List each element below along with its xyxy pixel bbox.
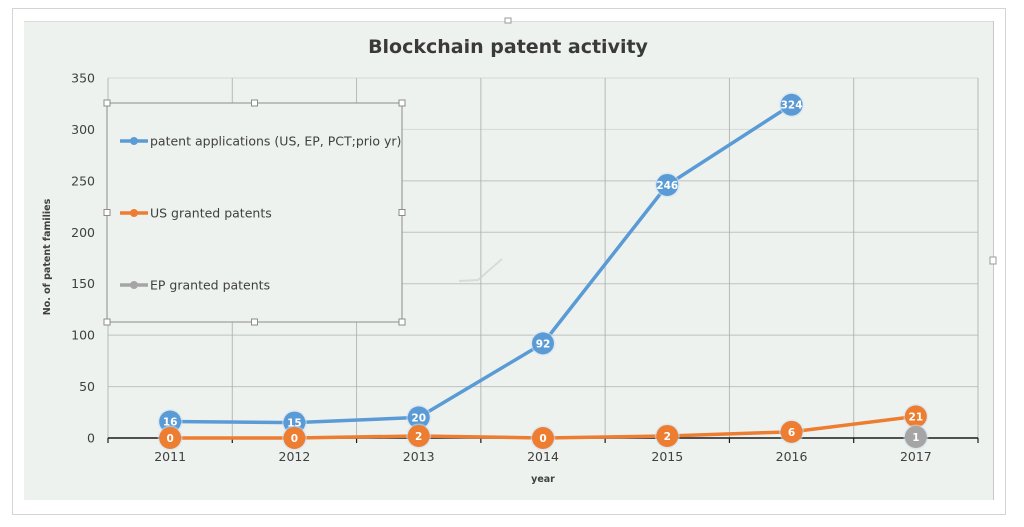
data-point[interactable]: 1 bbox=[903, 424, 929, 450]
legend-swatch-marker bbox=[130, 209, 138, 217]
x-tick-label: 2011 bbox=[154, 449, 186, 464]
resize-handle[interactable] bbox=[103, 99, 111, 107]
legend-swatch-marker bbox=[130, 281, 138, 289]
x-tick-labels: 2011 2012 2013 2014 2015 2016 2017 bbox=[154, 449, 932, 464]
data-label: 6 bbox=[788, 427, 795, 439]
y-tick-labels: 0 50 100 150 200 250 300 350 bbox=[71, 71, 95, 446]
marker bbox=[656, 173, 679, 196]
data-label: 21 bbox=[909, 411, 924, 423]
y-tick-label: 250 bbox=[71, 173, 95, 188]
x-tick-label: 2013 bbox=[403, 449, 435, 464]
legend-item-1[interactable]: US granted patents bbox=[120, 206, 272, 221]
marker bbox=[780, 93, 803, 116]
resize-handle[interactable] bbox=[398, 209, 406, 216]
chart-resize-handle[interactable] bbox=[989, 256, 997, 265]
marker bbox=[904, 405, 927, 428]
data-point[interactable]: 2 bbox=[406, 423, 432, 449]
y-tick-label: 300 bbox=[71, 122, 95, 137]
chart-resize-handle[interactable] bbox=[504, 17, 512, 24]
selection-handles bbox=[103, 17, 997, 326]
marker bbox=[407, 424, 430, 447]
legend-box[interactable] bbox=[106, 102, 403, 323]
data-point[interactable]: 2 bbox=[654, 423, 680, 449]
marker bbox=[656, 424, 679, 447]
legend-item-0[interactable]: patent applications (US, EP, PCT;prio yr… bbox=[120, 134, 401, 149]
legend-label: US granted patents bbox=[150, 206, 272, 221]
legend-label: patent applications (US, EP, PCT;prio yr… bbox=[150, 134, 401, 149]
data-label: 1 bbox=[912, 432, 919, 444]
data-label: 0 bbox=[166, 433, 173, 445]
data-label: 324 bbox=[781, 100, 803, 112]
marker bbox=[407, 406, 430, 429]
marker bbox=[159, 427, 182, 449]
data-label: 0 bbox=[539, 433, 546, 445]
y-tick-label: 200 bbox=[71, 225, 95, 240]
data-label: 246 bbox=[656, 180, 678, 192]
legend-swatch-marker bbox=[130, 137, 138, 145]
marker bbox=[780, 420, 803, 443]
resize-handle[interactable] bbox=[103, 209, 111, 216]
x-tick-label: 2016 bbox=[776, 449, 808, 464]
x-tick-label: 2014 bbox=[527, 449, 559, 464]
y-axis-title: No. of patent families bbox=[42, 198, 53, 315]
data-point[interactable]: 246 bbox=[654, 172, 680, 198]
data-label: 92 bbox=[536, 338, 551, 350]
data-label: 2 bbox=[664, 431, 671, 443]
resize-handle[interactable] bbox=[251, 318, 258, 326]
x-axis-title: year bbox=[531, 474, 555, 485]
marker bbox=[532, 332, 554, 355]
resize-handle[interactable] bbox=[398, 318, 406, 326]
resize-handle[interactable] bbox=[103, 318, 111, 326]
data-point[interactable]: 0 bbox=[530, 425, 556, 451]
y-tick-label: 350 bbox=[71, 71, 95, 86]
legend-item-2[interactable]: EP granted patents bbox=[120, 278, 270, 293]
marker bbox=[283, 427, 306, 449]
data-point[interactable]: 20 bbox=[406, 404, 432, 430]
data-point[interactable]: 21 bbox=[903, 403, 929, 429]
x-tick-label: 2015 bbox=[651, 449, 683, 464]
y-tick-label: 150 bbox=[71, 276, 95, 291]
marker bbox=[532, 427, 554, 449]
data-label: 2 bbox=[415, 431, 422, 443]
legend[interactable]: patent applications (US, EP, PCT;prio yr… bbox=[103, 17, 997, 326]
marker bbox=[904, 425, 927, 448]
resize-handle[interactable] bbox=[398, 99, 406, 107]
x-tick-label: 2012 bbox=[279, 449, 311, 464]
y-tick-label: 50 bbox=[79, 379, 95, 394]
y-tick-label: 100 bbox=[71, 328, 95, 343]
legend-label: EP granted patents bbox=[150, 278, 270, 293]
data-point[interactable]: 92 bbox=[530, 330, 556, 356]
data-point[interactable]: 6 bbox=[779, 419, 805, 445]
series-line-0 bbox=[170, 103, 793, 425]
resize-handle[interactable] bbox=[251, 99, 258, 107]
data-point[interactable]: 0 bbox=[157, 425, 183, 451]
y-tick-label: 0 bbox=[87, 431, 95, 446]
chart-title: Blockchain patent activity bbox=[368, 36, 648, 58]
data-label: 0 bbox=[291, 433, 298, 445]
data-point[interactable]: 324 bbox=[779, 92, 805, 118]
data-point[interactable]: 0 bbox=[281, 425, 307, 451]
data-label: 16 bbox=[163, 417, 178, 429]
data-label: 20 bbox=[411, 412, 426, 424]
stray-stroke bbox=[458, 258, 503, 282]
x-tick-label: 2017 bbox=[900, 449, 932, 464]
